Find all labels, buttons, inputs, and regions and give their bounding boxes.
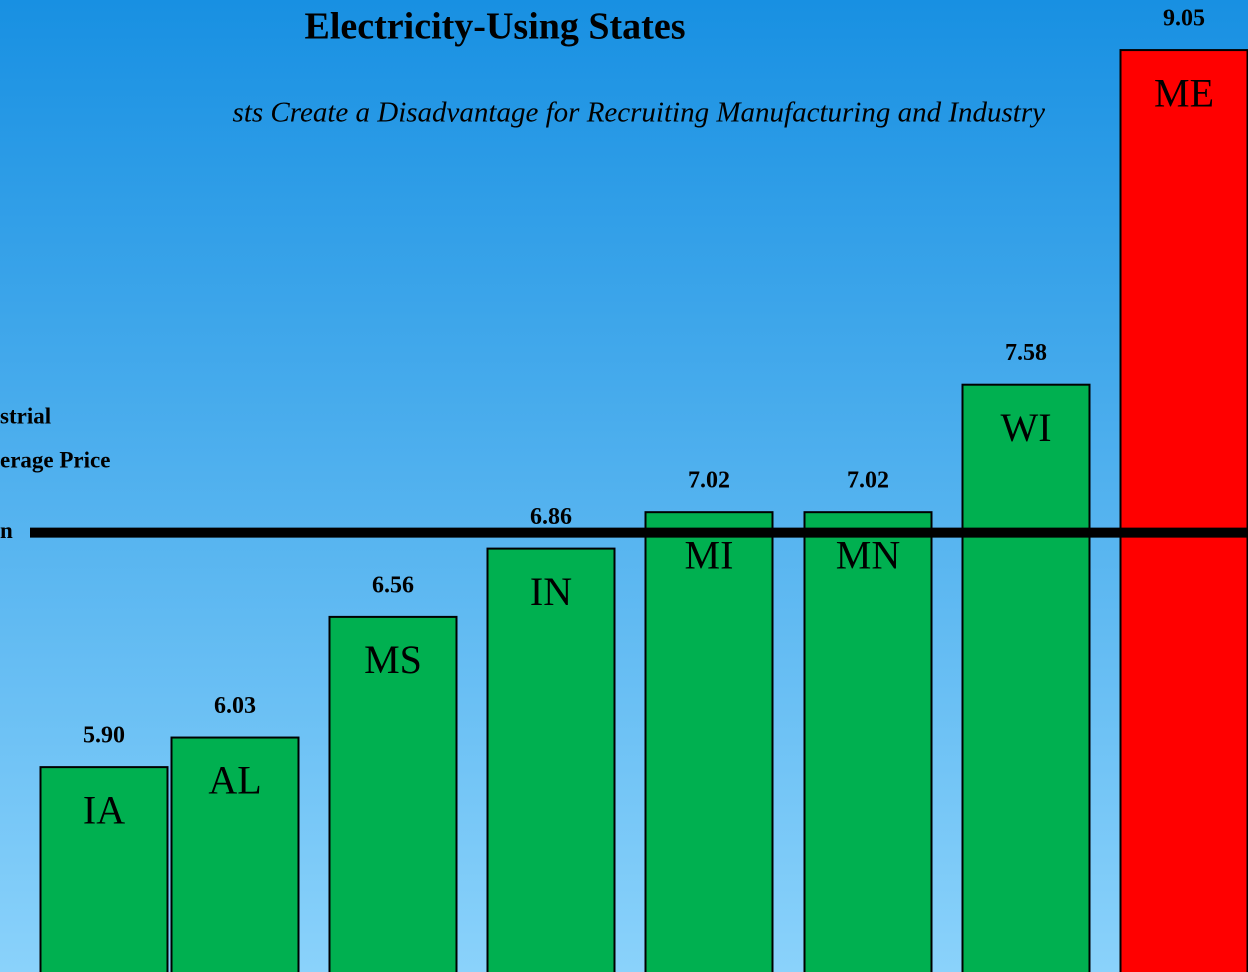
value-label: 6.56 [372,572,414,598]
category-label: ME [1154,70,1214,115]
bar [328,615,458,972]
value-label: 7.02 [688,468,730,494]
bar [486,547,616,972]
bar [39,766,169,972]
bar [803,511,933,972]
category-label: IA [83,787,125,832]
category-label: AL [208,758,261,803]
category-label: MN [836,532,900,577]
category-label: MS [364,637,422,682]
value-label: 6.86 [530,504,572,530]
bar [170,736,300,972]
value-label: 7.58 [1005,340,1047,366]
bar [1119,49,1248,972]
bar [961,383,1091,972]
value-label: 7.02 [847,468,889,494]
category-label: WI [1000,405,1051,450]
value-label: 5.90 [83,723,125,749]
annotation: strial [0,403,51,428]
value-label: 9.05 [1163,6,1205,32]
annotation: erage Price [0,447,110,472]
bar [644,511,774,972]
reference-label: n [0,518,13,543]
chart-title: Electricity-Using States [305,6,686,48]
value-label: 6.03 [214,693,256,719]
category-label: MI [685,532,734,577]
category-label: IN [530,569,572,614]
subtitle: sts Create a Disadvantage for Recruiting… [233,97,1046,129]
